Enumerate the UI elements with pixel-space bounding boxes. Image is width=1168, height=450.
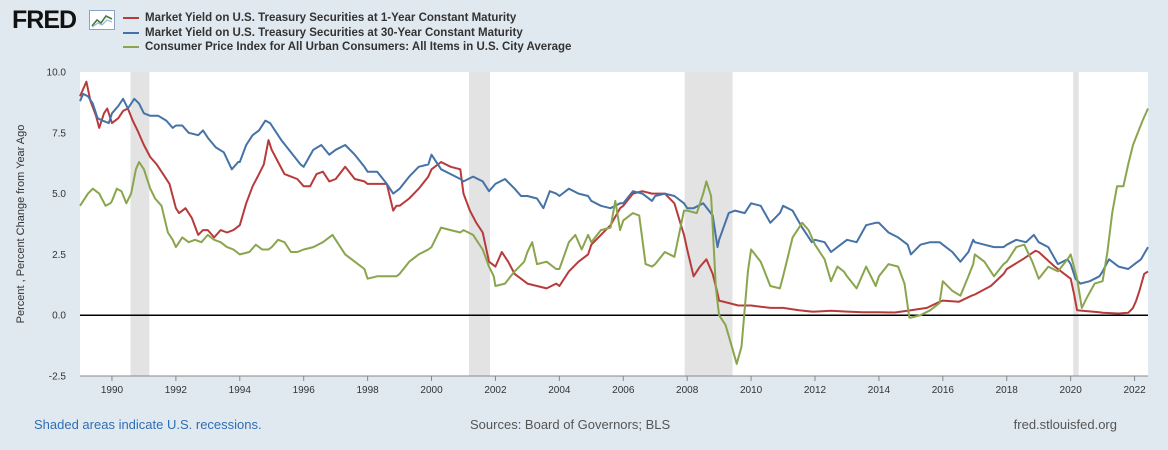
recession-band-3 [1073, 72, 1079, 376]
sources-text: Sources: Board of Governors; BLS [470, 417, 671, 432]
x-tick-label: 2020 [1060, 385, 1083, 396]
legend-item-cpi: Consumer Price Index for All Urban Consu… [123, 40, 571, 55]
legend-swatch-cpi [123, 46, 139, 49]
x-tick-label: 1990 [101, 385, 124, 396]
recession-note: Shaded areas indicate U.S. recessions. [34, 417, 262, 432]
x-tick-label: 1998 [356, 385, 379, 396]
legend: Market Yield on U.S. Treasury Securities… [123, 11, 571, 55]
y-tick-label: 7.5 [52, 128, 66, 139]
x-tick-label: 1996 [293, 385, 316, 396]
fred-logo[interactable]: FRED [12, 6, 77, 34]
x-tick-label: 2018 [996, 385, 1019, 396]
x-tick-label: 1994 [229, 385, 252, 396]
y-tick-label: 0.0 [52, 311, 66, 322]
x-tick-label: 2010 [740, 385, 763, 396]
x-tick-label: 2012 [804, 385, 827, 396]
y-tick-label: 2.5 [52, 250, 66, 261]
plot-area [80, 72, 1148, 376]
recession-band-1 [468, 72, 491, 376]
x-tick-label: 2006 [612, 385, 635, 396]
legend-swatch-1yr [123, 17, 139, 20]
x-tick-label: 2016 [932, 385, 955, 396]
x-tick-label: 2004 [548, 385, 571, 396]
legend-item-30yr: Market Yield on U.S. Treasury Securities… [123, 26, 571, 41]
legend-swatch-30yr [123, 31, 139, 34]
legend-label-cpi: Consumer Price Index for All Urban Consu… [145, 41, 572, 54]
series-line-1 [79, 92, 1149, 285]
x-tick-label: 2002 [484, 385, 507, 396]
series-line-0 [79, 80, 1149, 315]
line-chart: 10.0 7.5 5.0 2.5 0.0 -2.5 1990 1992 1994 1996 1998… [15, 68, 1149, 396]
site-link[interactable]: fred.stlouisfed.org [1013, 417, 1117, 432]
y-axis-label: Percent , Percent Change from Year Ago [15, 125, 27, 324]
legend-label-30yr: Market Yield on U.S. Treasury Securities… [145, 26, 523, 39]
y-tick-label: -2.5 [49, 372, 67, 383]
x-tick-label: 2000 [420, 385, 443, 396]
y-tick-label: 5.0 [52, 189, 66, 200]
x-tick-label: 2014 [868, 385, 891, 396]
x-tick-label: 2022 [1123, 385, 1146, 396]
fred-chart-icon [89, 10, 115, 30]
x-tick-label: 1992 [165, 385, 188, 396]
x-tick-label: 2008 [676, 385, 699, 396]
legend-label-1yr: Market Yield on U.S. Treasury Securities… [145, 12, 517, 25]
series-line-2 [79, 108, 1149, 365]
y-tick-label: 10.0 [47, 68, 67, 79]
recession-band-0 [130, 72, 150, 376]
legend-item-1yr: Market Yield on U.S. Treasury Securities… [123, 11, 571, 26]
